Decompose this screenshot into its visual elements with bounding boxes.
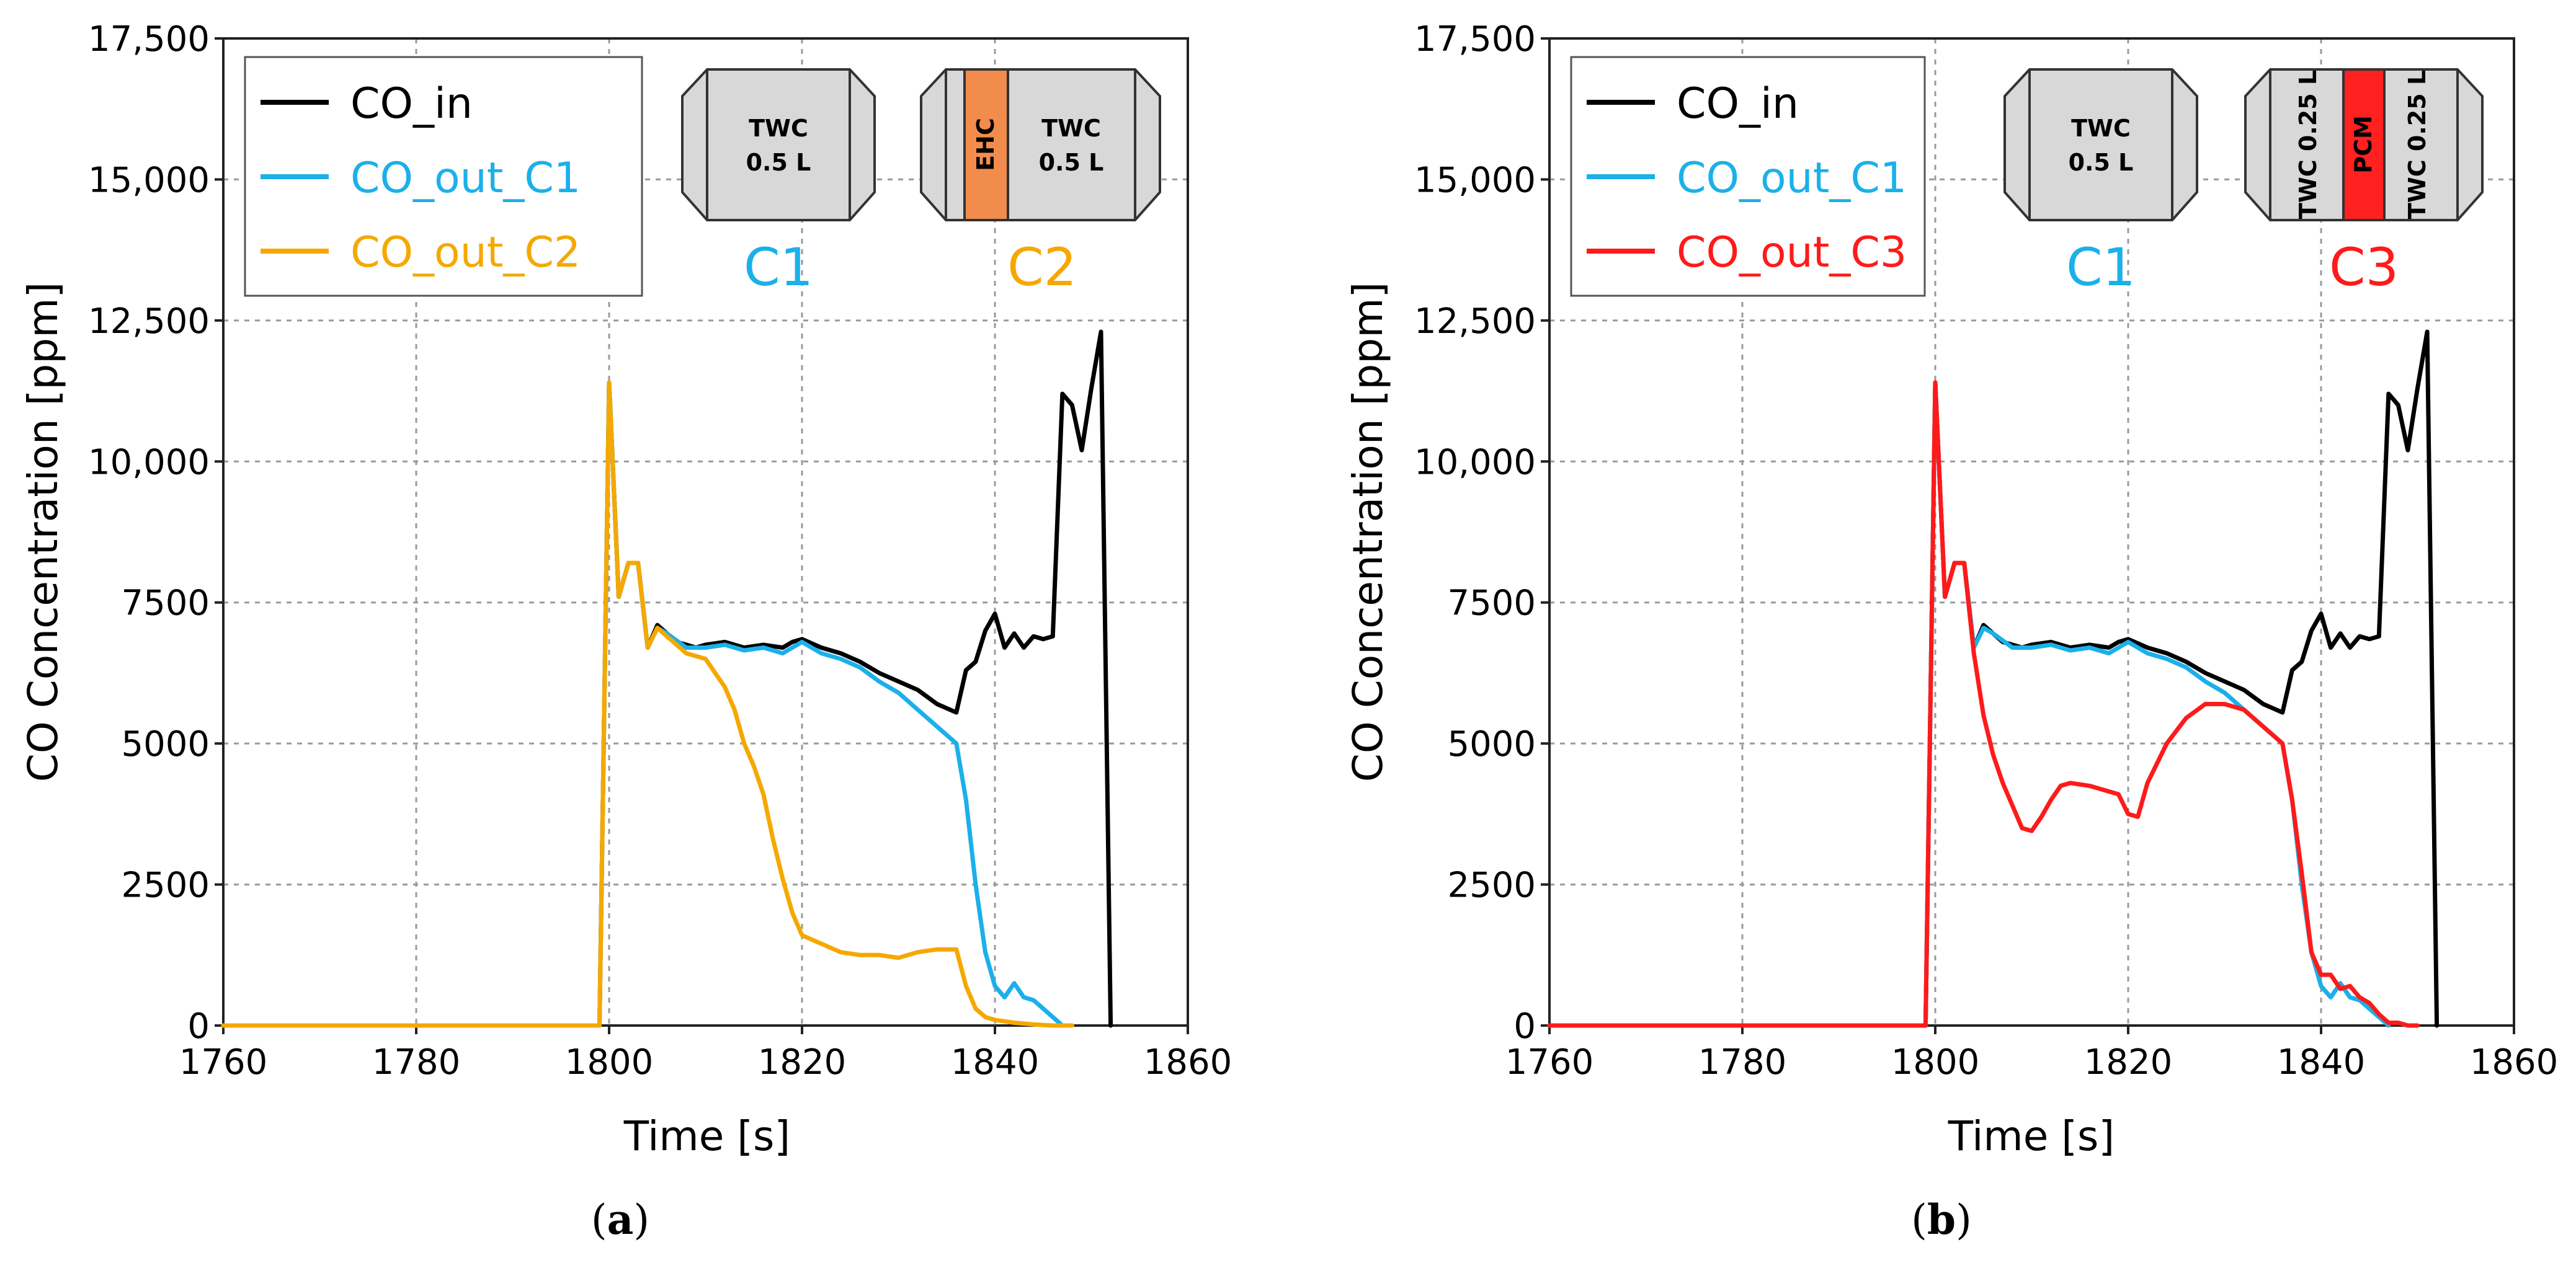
panel-a-catalyst-c1-icon: TWC 0.5 L — [681, 68, 876, 221]
y-tick-label: 2500 — [121, 866, 210, 906]
y-tick-label: 7500 — [1447, 583, 1536, 624]
panel-a-c2-name: C2 — [1007, 237, 1077, 298]
x-tick-label: 1800 — [1891, 1042, 1980, 1083]
panel-a-catalyst-c2-icon: EHC TWC 0.5 L — [920, 68, 1161, 221]
panel-a-y-ticks: 0 2500 5000 7500 10,000 12,500 15,000 17,500 — [88, 19, 223, 1047]
panel-b-c3-left-label: TWC 0.25 L — [2294, 70, 2322, 219]
panel-b-c1-label-bottom: 0.5 L — [2069, 149, 2134, 176]
panel-a-series — [221, 329, 1113, 1028]
panel-b-pcm-label: PCM — [2350, 115, 2377, 174]
y-tick-label: 12,500 — [1414, 301, 1536, 342]
x-tick-label: 1760 — [179, 1042, 268, 1083]
x-tick-label: 1820 — [758, 1042, 847, 1083]
panel-b-caption: (b) — [1911, 1195, 1972, 1244]
legend-label-co-out-c1: CO_out_C1 — [350, 154, 581, 203]
panel-b-x-axis-label: Time [s] — [1948, 1112, 2115, 1160]
x-tick-label: 1760 — [1505, 1042, 1594, 1083]
panel-a-x-ticks: 1760 1780 1800 1820 1840 1860 — [179, 1026, 1232, 1083]
panel-b-x-ticks: 1760 1780 1800 1820 1840 1860 — [1505, 1026, 2559, 1083]
panel-a-ehc-label: EHC — [972, 118, 999, 171]
y-tick-label: 10,000 — [1414, 442, 1536, 482]
panel-a-x-axis-label: Time [s] — [623, 1112, 790, 1160]
x-tick-label: 1820 — [2084, 1042, 2173, 1083]
y-tick-label: 7500 — [121, 583, 210, 624]
panel-b-c3-right-label: TWC 0.25 L — [2404, 70, 2431, 219]
x-tick-label: 1860 — [1144, 1042, 1232, 1083]
legend-label-co-out-c1: CO_out_C1 — [1677, 154, 1907, 203]
panel-b-c3-name: C3 — [2329, 237, 2399, 298]
panel-a-caption: (a) — [591, 1195, 649, 1244]
panel-a-legend: CO_in CO_out_C1 CO_out_C2 — [244, 56, 643, 297]
panel-a-y-axis-label: CO Concentration [ppm] — [19, 282, 67, 782]
panel-a: 0 2500 5000 7500 10,000 12,500 15,000 17,500 17… — [19, 19, 1232, 1244]
x-tick-label: 1840 — [2277, 1042, 2366, 1083]
series-co-out-c3-line — [1547, 380, 2420, 1028]
svg-text:(b): (b) — [1911, 1195, 1972, 1244]
x-tick-label: 1840 — [951, 1042, 1040, 1083]
panel-a-c2-label-top: TWC — [1041, 115, 1101, 142]
x-tick-label: 1800 — [565, 1042, 654, 1083]
panel-b-y-axis-label: CO Concentration [ppm] — [1344, 282, 1392, 782]
panel-b-legend: CO_in CO_out_C1 CO_out_C3 — [1570, 56, 1926, 297]
panel-b-catalyst-c3-icon: TWC 0.25 L PCM TWC 0.25 L — [2244, 68, 2484, 221]
panel-b-c1-label-top: TWC — [2071, 115, 2131, 142]
x-tick-label: 1780 — [1698, 1042, 1787, 1083]
legend-label-co-in: CO_in — [1677, 79, 1799, 128]
svg-text:(a): (a) — [591, 1195, 649, 1244]
y-tick-label: 15,000 — [88, 160, 210, 200]
panel-a-c1-label-top: TWC — [749, 115, 808, 142]
panel-b-y-ticks: 0 2500 5000 7500 10,000 12,500 15,000 17,500 — [1414, 19, 1549, 1047]
panel-b-series — [1547, 329, 2440, 1028]
y-tick-label: 2500 — [1447, 866, 1536, 906]
panel-a-plot-frame — [222, 37, 1189, 1027]
x-tick-label: 1860 — [2470, 1042, 2559, 1083]
y-tick-label: 10,000 — [88, 442, 210, 482]
panel-a-c1-label-bottom: 0.5 L — [746, 149, 811, 176]
y-tick-label: 17,500 — [88, 19, 210, 60]
y-tick-label: 0 — [1513, 1006, 1536, 1047]
panel-b-plot-frame — [1548, 37, 2515, 1027]
panel-b: 0 2500 5000 7500 10,000 12,500 15,000 17,500 17… — [1344, 19, 2558, 1244]
y-tick-label: 5000 — [121, 724, 210, 764]
series-co-in-line — [221, 329, 1113, 1028]
series-co-out-c2-line — [221, 380, 1074, 1028]
panel-a-c2-label-bottom: 0.5 L — [1039, 149, 1104, 176]
y-tick-label: 12,500 — [88, 301, 210, 342]
legend-label-co-out-c3: CO_out_C3 — [1677, 228, 1907, 277]
x-tick-label: 1780 — [372, 1042, 461, 1083]
panel-b-catalyst-c1-icon: TWC 0.5 L — [2003, 68, 2198, 221]
panel-a-grid — [223, 38, 1188, 1026]
legend-label-co-out-c2: CO_out_C2 — [350, 228, 581, 277]
panel-b-c1-name: C1 — [2066, 237, 2136, 298]
y-tick-label: 0 — [187, 1006, 210, 1047]
y-tick-label: 17,500 — [1414, 19, 1536, 60]
y-tick-label: 15,000 — [1414, 160, 1536, 200]
legend-label-co-in: CO_in — [350, 79, 473, 128]
panel-a-c1-name: C1 — [744, 237, 813, 298]
y-tick-label: 5000 — [1447, 724, 1536, 764]
series-co-in-line — [1547, 329, 2440, 1028]
